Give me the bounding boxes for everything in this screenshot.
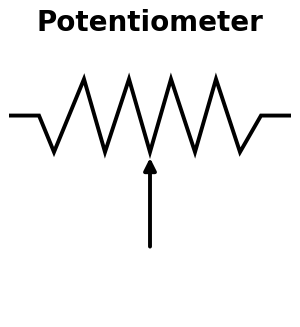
Text: alamy - 2RBWPDP: alamy - 2RBWPDP	[103, 311, 197, 320]
Text: Potentiometer: Potentiometer	[37, 9, 263, 37]
